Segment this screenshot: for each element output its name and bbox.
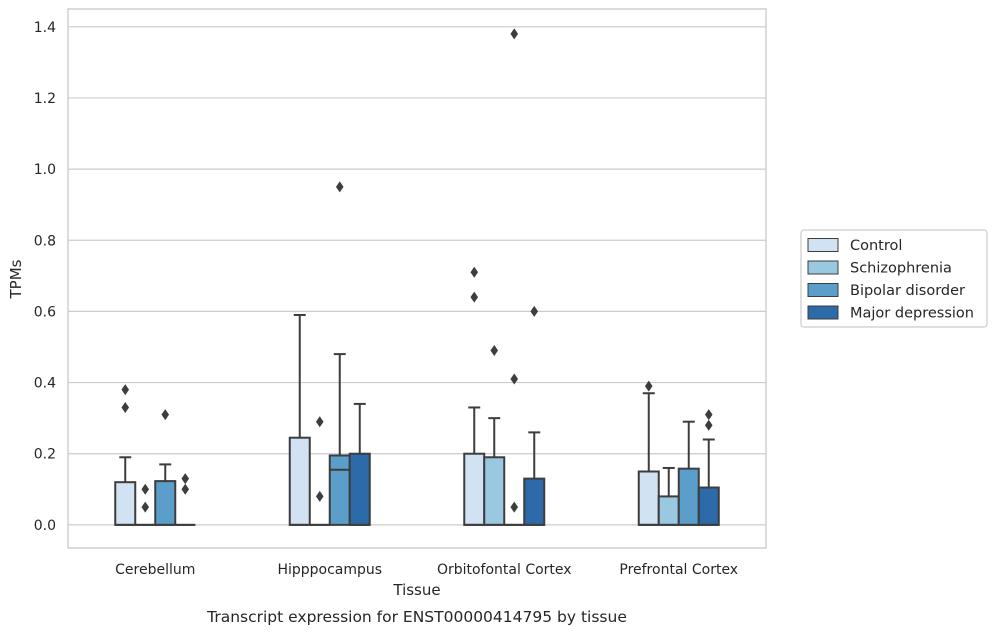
outlier-point [510,28,519,40]
box-schizophrenia-1 [309,416,330,526]
legend-label: Bipolar disorder [850,283,965,299]
legend-label: Control [850,238,902,254]
box-iqr [483,456,506,526]
box-bipolar-disorder-1 [328,181,351,526]
outlier-point [510,373,519,385]
y-tick-labels: 0.0 0.2 0.4 0.6 0.8 1.0 1.2 1.4 [34,20,56,534]
box-iqr [348,452,371,526]
outlier-point [141,483,150,495]
legend-frame [800,229,988,328]
y-tick-label: 1.2 [34,91,56,107]
y-tick-label: 1.4 [34,20,56,36]
plot-area-frame [67,8,767,549]
box-iqr [657,495,680,526]
box-series [114,28,720,526]
box-iqr [697,486,720,526]
legend-swatch [807,238,839,252]
box-iqr [328,454,351,526]
legend-swatch [807,305,839,320]
box-bipolar-disorder-2 [504,28,525,526]
box-schizophrenia-3 [657,466,680,526]
outlier-point [121,401,130,413]
box-iqr [154,480,177,526]
chart-caption: Transcript expression for ENST0000041479… [206,608,627,626]
y-tick-label: 0.4 [34,376,56,392]
box-major-depression-1 [348,402,371,526]
outlier-point [181,483,190,495]
y-tick-label: 0.8 [34,233,56,249]
outlier-point [510,501,519,513]
box-control-3 [637,380,660,526]
y-gridlines [68,26,766,526]
y-tick-label: 0.2 [34,447,56,463]
x-tick-label: Prefrontal Cortex [619,562,738,578]
outlier-point [470,291,479,303]
y-tick-label: 1.0 [34,162,56,178]
outlier-point [470,266,479,278]
x-tick-label: Hipppocampus [277,562,382,578]
box-iqr [288,436,311,526]
outlier-point [704,409,713,421]
legend-swatch [807,260,839,275]
outlier-point [644,380,653,392]
box-iqr [523,477,546,526]
legend-label: Schizophrenia [850,261,952,277]
y-tick-label: 0.0 [34,518,56,534]
box-major-depression-3 [697,409,720,526]
box-major-depression-2 [523,305,546,526]
outlier-point [335,181,344,193]
box-control-1 [288,313,311,526]
x-tick-labels: Cerebellum Hipppocampus Orbitofontal Corte… [115,562,738,578]
box-schizophrenia-0 [135,483,156,526]
box-control-0 [114,384,137,526]
outlier-point [181,473,190,485]
box-bipolar-disorder-0 [154,409,177,526]
y-axis-label: TPMs [7,259,25,299]
outlier-point [141,501,150,513]
box-iqr [114,481,137,526]
x-tick-label: Orbitofontal Cortex [437,562,572,578]
legend-label: Major depression [850,306,974,322]
box-schizophrenia-2 [483,345,506,526]
y-tick-label: 0.6 [34,304,56,320]
outlier-point [530,305,539,317]
legend-swatch [807,283,839,297]
box-iqr [677,467,700,526]
plot-area-background [68,9,766,548]
outlier-point [704,419,713,431]
outlier-point [315,490,324,502]
outlier-point [315,416,324,428]
box-major-depression-0 [175,473,196,526]
x-tick-label: Cerebellum [115,562,195,578]
outlier-point [490,345,499,357]
legend: Control Schizophrenia Bipolar disorder Majo… [800,229,988,328]
box-iqr [637,470,660,526]
outlier-point [161,409,170,421]
box-iqr [463,452,486,526]
outlier-point [121,384,130,396]
x-axis-label: Tissue [392,581,440,599]
box-bipolar-disorder-3 [677,420,700,526]
box-control-2 [463,266,486,526]
